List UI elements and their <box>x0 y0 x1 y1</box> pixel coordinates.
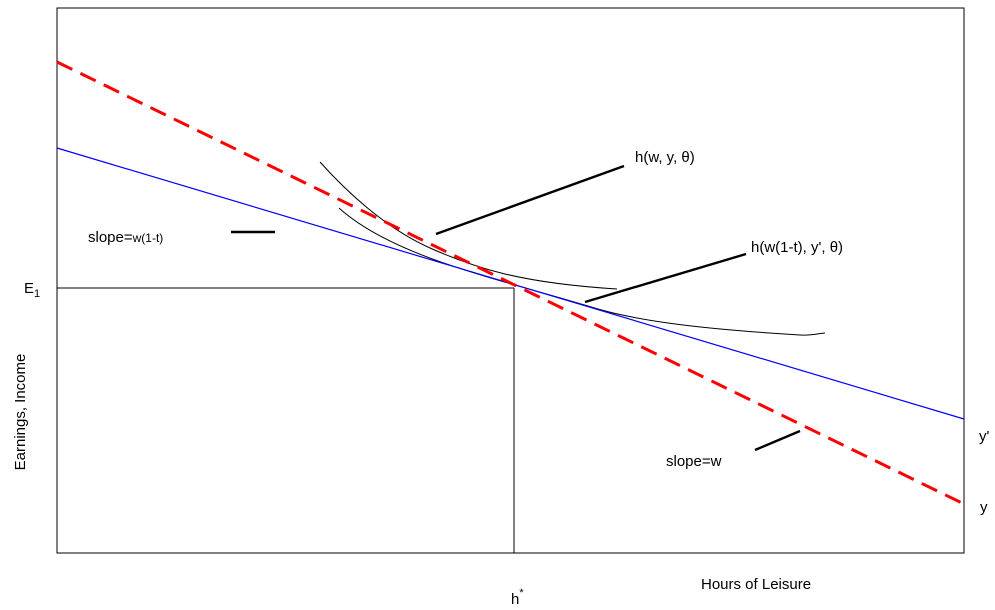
label-slope-after-tax: slope=w(1-t) <box>88 229 163 246</box>
plot-frame <box>56 7 965 554</box>
pointer-indifference-after-tax <box>584 252 747 304</box>
pointer-indifference-pre-tax <box>435 164 625 236</box>
indifference-curve-pre-tax <box>319 161 618 290</box>
label-slope-prefix: slope= <box>88 229 133 246</box>
pointer-slope-w <box>754 429 801 452</box>
label-y: y <box>980 499 988 516</box>
label-e1: E1 <box>24 280 40 300</box>
y-axis-label: Earnings, Income <box>12 354 29 471</box>
label-slope-suffix: w(1-t) <box>132 231 164 245</box>
indifference-curve-after-tax <box>338 207 826 336</box>
label-indifference-pre-tax: h(w, y, θ) <box>635 149 695 166</box>
label-e1-base: E <box>24 280 34 297</box>
label-e1-sub: 1 <box>34 288 40 300</box>
label-h-sup: * <box>519 587 524 599</box>
label-y-prime: y' <box>979 428 990 445</box>
label-indifference-after-tax: h(w(1-t), y', θ) <box>751 239 843 256</box>
x-axis-label: Hours of Leisure <box>701 576 811 593</box>
budget-line-y <box>56 60 965 506</box>
label-slope-w: slope=w <box>666 453 722 470</box>
label-h-base: h <box>511 591 519 608</box>
label-h-star: h* <box>511 587 524 608</box>
